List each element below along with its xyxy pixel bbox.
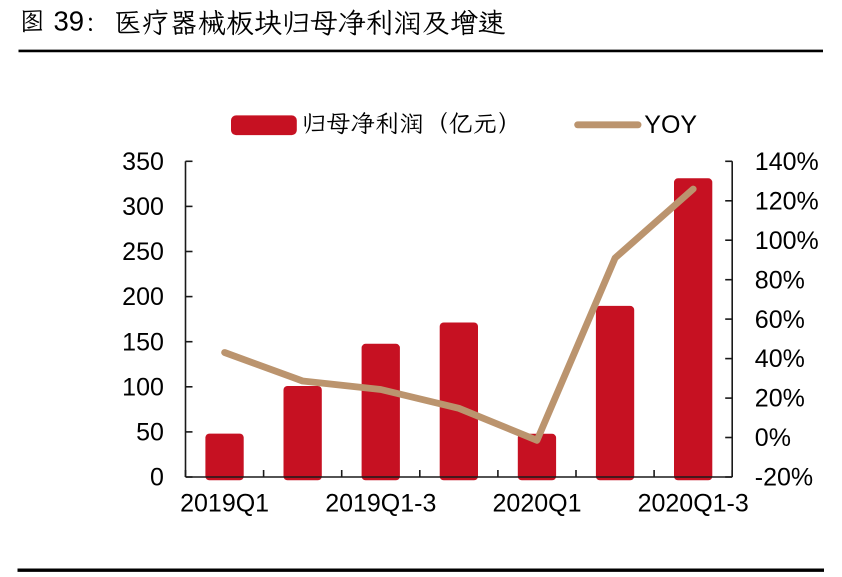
svg-text:2020Q1-3: 2020Q1-3 [638,489,749,517]
svg-text:20%: 20% [755,385,805,413]
svg-text:80%: 80% [755,266,805,294]
svg-text:60%: 60% [755,306,805,334]
svg-text:350: 350 [122,148,164,176]
svg-text:140%: 140% [755,148,819,176]
svg-text:2020Q1: 2020Q1 [493,489,582,517]
svg-text:0: 0 [150,464,164,492]
svg-text:120%: 120% [755,187,819,215]
svg-text:2019Q1-3: 2019Q1-3 [325,489,436,517]
svg-text:40%: 40% [755,345,805,373]
svg-text:50: 50 [136,419,164,447]
svg-text:39: 39 [54,5,85,36]
svg-text:0%: 0% [755,424,791,452]
svg-text:100: 100 [122,373,164,401]
svg-text:100%: 100% [755,227,819,255]
svg-text:200: 200 [122,283,164,311]
svg-text:300: 300 [122,193,164,221]
svg-text:150: 150 [122,328,164,356]
svg-text:-20%: -20% [755,464,813,492]
svg-text:YOY: YOY [644,111,697,139]
svg-text:2019Q1: 2019Q1 [180,489,269,517]
svg-text:250: 250 [122,238,164,266]
